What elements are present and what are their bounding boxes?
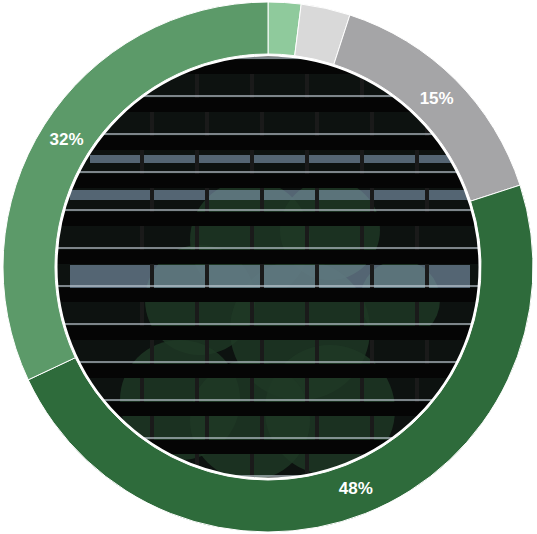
mullion bbox=[360, 378, 364, 402]
mullion bbox=[205, 264, 209, 288]
mullion bbox=[205, 112, 209, 136]
mullion bbox=[305, 226, 309, 250]
mullion bbox=[425, 340, 429, 364]
mullion bbox=[360, 302, 364, 326]
mullion bbox=[260, 264, 264, 288]
mullion bbox=[425, 492, 429, 516]
mullion bbox=[415, 150, 419, 174]
mullion bbox=[305, 302, 309, 326]
mullion bbox=[250, 226, 254, 250]
mullion bbox=[415, 226, 419, 250]
image-background bbox=[56, 55, 480, 479]
data-label: 48% bbox=[339, 479, 373, 498]
mullion bbox=[370, 188, 374, 212]
mullion bbox=[150, 340, 154, 364]
mullion bbox=[150, 188, 154, 212]
slice bbox=[3, 2, 268, 380]
mullion bbox=[305, 74, 309, 98]
mullion bbox=[140, 302, 144, 326]
mullion bbox=[360, 150, 364, 174]
louvre-edge bbox=[56, 247, 480, 249]
mullion bbox=[305, 150, 309, 174]
mullion bbox=[250, 74, 254, 98]
mullion bbox=[360, 226, 364, 250]
louvre-edge bbox=[56, 361, 480, 363]
mullion bbox=[205, 416, 209, 440]
mullion bbox=[140, 150, 144, 174]
louvre-edge bbox=[56, 399, 480, 401]
mullion bbox=[315, 112, 319, 136]
louvre bbox=[56, 364, 480, 378]
window-reflection bbox=[90, 155, 490, 163]
louvre bbox=[56, 402, 480, 416]
chart-svg: 15% 48% 32% bbox=[0, 0, 537, 534]
mullion bbox=[260, 112, 264, 136]
chart-container: 15% 48% 32% bbox=[0, 0, 537, 534]
mullion bbox=[195, 378, 199, 402]
mullion bbox=[370, 112, 374, 136]
louvre bbox=[56, 288, 480, 302]
louvre-edge bbox=[56, 323, 480, 325]
labels: 15% 48% 32% bbox=[50, 89, 454, 498]
louvre bbox=[56, 212, 480, 226]
mullion bbox=[150, 416, 154, 440]
mullion bbox=[250, 302, 254, 326]
mullion bbox=[425, 188, 429, 212]
mullion bbox=[370, 264, 374, 288]
mullion bbox=[315, 264, 319, 288]
mullion bbox=[195, 74, 199, 98]
mullion bbox=[195, 226, 199, 250]
mullion bbox=[415, 302, 419, 326]
mullion bbox=[250, 378, 254, 402]
mullion bbox=[195, 150, 199, 174]
louvre-edge bbox=[56, 285, 480, 287]
mullion bbox=[250, 150, 254, 174]
mullion bbox=[370, 416, 374, 440]
mullion bbox=[370, 340, 374, 364]
data-label: 32% bbox=[50, 130, 84, 149]
mullion bbox=[260, 188, 264, 212]
mullion bbox=[150, 264, 154, 288]
louvre-edge bbox=[56, 209, 480, 211]
louvre bbox=[56, 326, 480, 340]
mullion bbox=[150, 112, 154, 136]
louvre-edge bbox=[56, 133, 480, 135]
louvre bbox=[56, 174, 480, 188]
mullion bbox=[315, 416, 319, 440]
mullion bbox=[415, 378, 419, 402]
louvre-edge bbox=[56, 171, 480, 173]
mullion bbox=[140, 378, 144, 402]
mullion bbox=[140, 226, 144, 250]
window-reflection bbox=[70, 190, 480, 200]
mullion bbox=[260, 340, 264, 364]
mullion bbox=[305, 378, 309, 402]
mullion bbox=[425, 264, 429, 288]
mullion bbox=[315, 340, 319, 364]
mullion bbox=[250, 454, 254, 478]
mullion bbox=[195, 302, 199, 326]
slices bbox=[3, 2, 533, 532]
louvre bbox=[56, 136, 480, 150]
slice bbox=[28, 185, 533, 532]
image-border bbox=[56, 55, 480, 479]
slice bbox=[334, 15, 520, 201]
mullion bbox=[205, 188, 209, 212]
mullion bbox=[205, 340, 209, 364]
mullion bbox=[260, 416, 264, 440]
louvre bbox=[56, 250, 480, 264]
data-label: 15% bbox=[420, 89, 454, 108]
mullion bbox=[315, 188, 319, 212]
